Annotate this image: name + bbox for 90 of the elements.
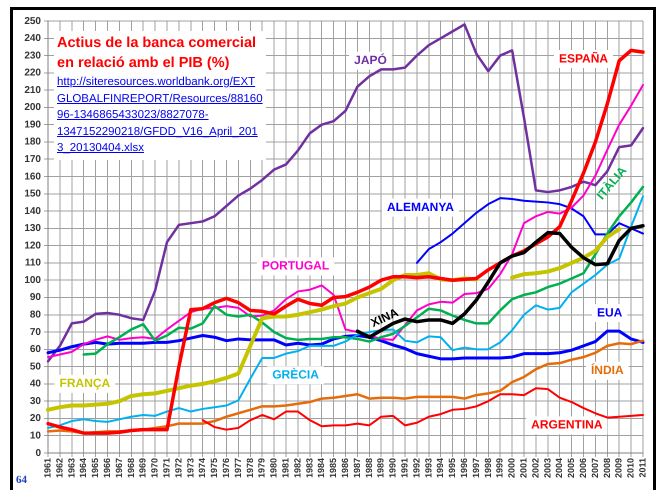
series-label: FRANÇA — [60, 376, 111, 390]
text: http://siteresources.worldbank.org/EXTGLOBALFINREPORT/Resources/8816096-1346865433023/8827078-1347152290218/GFDD_V16_April_2013_20130404.xlsx — [57, 75, 263, 156]
x-tick-label: 1987 — [352, 458, 362, 478]
x-tick-label: 1983 — [304, 458, 314, 478]
x-tick-label: 1965 — [90, 458, 100, 478]
y-tick-label: 160 — [24, 171, 42, 182]
x-tick-label: 1999 — [494, 458, 505, 478]
y-tick-label: 250 — [24, 16, 42, 27]
x-tick-label: 1971 — [161, 458, 172, 478]
x-tick-label: 2000 — [506, 458, 517, 478]
text: 64 — [16, 474, 27, 486]
series-label: ALEMANYA — [387, 200, 454, 214]
y-tick-label: 170 — [24, 154, 42, 165]
x-tick-label: 1988 — [364, 458, 374, 478]
series-label: ÍNDIA — [590, 363, 624, 378]
x-tick-label: 1967 — [114, 458, 124, 478]
x-tick-label: 1979 — [256, 458, 267, 478]
y-tick-label: 70 — [30, 326, 42, 338]
x-tick-label: 1981 — [280, 458, 290, 478]
y-tick-label: 220 — [24, 68, 42, 79]
x-tick-label: 1968 — [126, 458, 136, 478]
x-tick-label: 1972 — [173, 458, 184, 478]
x-tick-label: 1980 — [268, 458, 279, 478]
x-tick-label: 1975 — [209, 458, 220, 478]
y-tick-label: 190 — [24, 119, 42, 130]
x-tick-label: 1995 — [447, 458, 458, 478]
x-tick-label: 1974 — [197, 458, 208, 478]
series-label: GRÈCIA — [272, 368, 320, 382]
text: Actius de la banca comercial en relació amb el PIB (%) — [57, 34, 258, 73]
x-tick-label: 2008 — [602, 458, 612, 478]
x-tick-label: 2011 — [637, 458, 648, 478]
y-tick-label: 0 — [35, 448, 42, 459]
x-tick-label: 2003 — [542, 458, 552, 478]
series-label: ARGENTINA — [531, 418, 603, 432]
y-tick-label: 230 — [24, 50, 42, 62]
x-tick-label: 2007 — [590, 458, 600, 478]
x-tick-label: 2009 — [614, 458, 624, 478]
series-label: ESPAÑA — [558, 51, 608, 66]
x-tick-label: 1976 — [220, 458, 231, 478]
y-tick-label: 210 — [24, 84, 42, 96]
x-tick-label: 1977 — [232, 458, 243, 478]
series-label: JAPÓ — [354, 53, 387, 68]
x-tick-label: 1966 — [102, 458, 112, 478]
text: XINA — [368, 305, 401, 330]
x-tick-label: 1962 — [54, 458, 64, 478]
y-tick-label: 20 — [30, 413, 42, 424]
x-tick-label: 2002 — [530, 458, 540, 478]
y-tick-label: 120 — [24, 240, 42, 252]
x-tick-label: 1997 — [470, 458, 481, 478]
y-tick-label: 100 — [24, 274, 42, 286]
y-tick-label: 80 — [30, 310, 42, 321]
x-tick-label: 2004 — [554, 458, 564, 478]
x-tick-label: 1985 — [328, 458, 338, 478]
series-label: PORTUGAL — [262, 258, 330, 273]
y-tick-label: 60 — [30, 344, 42, 356]
y-tick-label: 10 — [30, 430, 42, 442]
x-tick-label: 1961 — [42, 458, 52, 478]
x-tick-label: 2001 — [518, 458, 528, 478]
x-tick-label: 1986 — [340, 458, 350, 478]
x-tick-label: 1992 — [411, 458, 422, 478]
x-tick-label: 1984 — [316, 458, 326, 478]
y-tick-label: 200 — [24, 102, 42, 114]
x-tick-label: 2010 — [626, 458, 636, 478]
x-tick-label: 1993 — [423, 458, 434, 478]
x-tick-label: 1963 — [66, 458, 76, 478]
x-tick-label: 1994 — [435, 458, 446, 478]
x-tick-label: 1990 — [388, 458, 398, 478]
y-tick-label: 140 — [24, 206, 42, 217]
y-tick-label: 30 — [30, 396, 42, 407]
x-tick-label: 1964 — [78, 458, 88, 478]
y-tick-label: 180 — [24, 136, 42, 148]
y-tick-label: 150 — [24, 188, 42, 200]
x-tick-label: 1973 — [185, 458, 196, 478]
y-tick-label: 90 — [30, 292, 42, 304]
x-tick-label: 1996 — [458, 458, 469, 478]
series-label: EUA — [597, 305, 623, 320]
x-tick-label: 2005 — [566, 458, 576, 478]
x-tick-label: 1969 — [138, 458, 148, 478]
x-tick-label: 1970 — [150, 458, 160, 478]
x-tick-label: 2006 — [578, 458, 588, 478]
y-tick-label: 130 — [24, 223, 42, 234]
y-tick-label: 240 — [24, 33, 42, 44]
x-tick-label: 1991 — [399, 458, 410, 478]
x-tick-label: 1989 — [376, 458, 386, 478]
x-tick-label: 1998 — [482, 458, 493, 478]
y-tick-label: 40 — [30, 378, 42, 390]
x-tick-label: 1978 — [244, 458, 255, 478]
y-tick-label: 110 — [24, 258, 42, 269]
x-tick-label: 1982 — [292, 458, 302, 478]
y-tick-label: 50 — [30, 361, 42, 372]
